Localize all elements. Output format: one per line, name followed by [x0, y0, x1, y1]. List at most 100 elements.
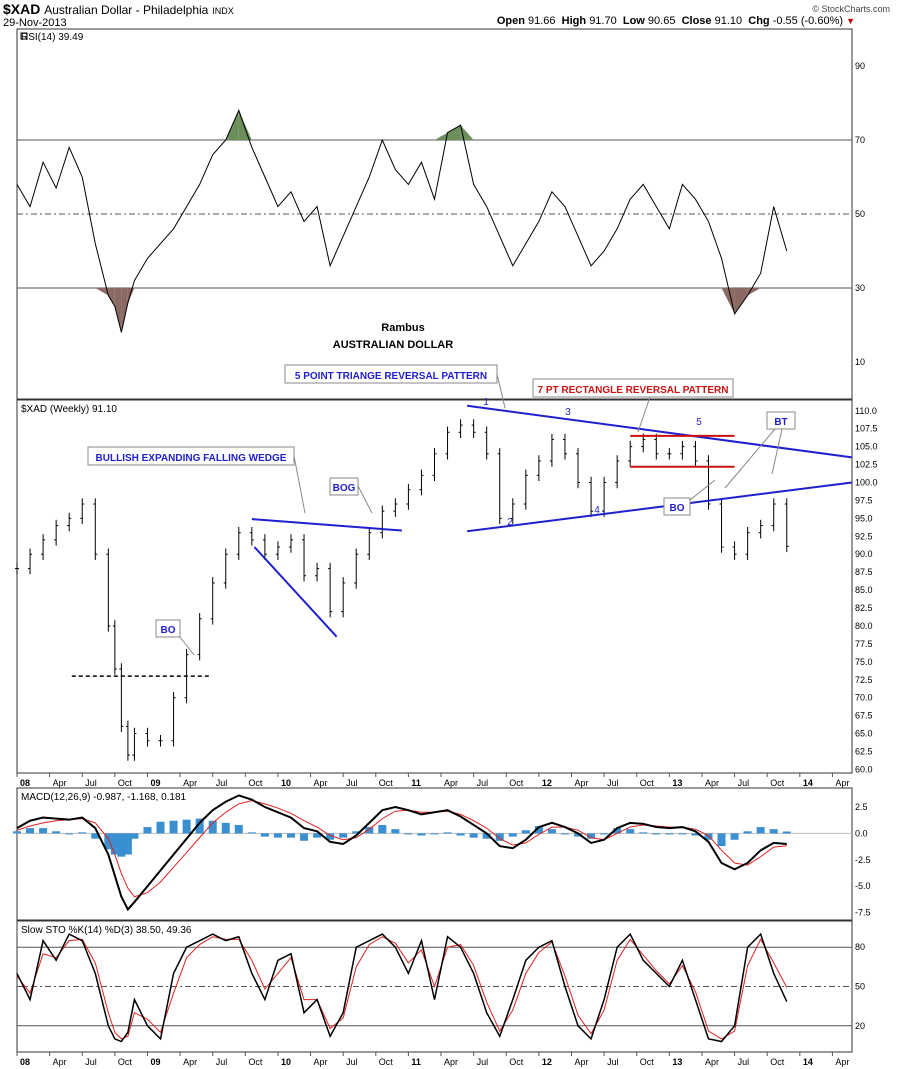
macd-histogram-bar	[456, 833, 465, 836]
macd-histogram-bar	[195, 818, 204, 834]
rectangle-label-box	[532, 378, 734, 398]
open-label: Open	[496, 15, 525, 27]
macd-y-tick-label: -7.5	[855, 908, 871, 918]
x-tick-label-price: 08	[20, 778, 30, 788]
bt-label-pointer-2	[771, 428, 783, 475]
rsi-oversold-fill	[734, 288, 748, 314]
bt-label-pointer-1	[724, 428, 776, 489]
price-y-tick-label: 72.5	[855, 675, 873, 685]
high-label: High	[561, 15, 587, 27]
macd-y-tick-label: -2.5	[855, 855, 871, 865]
x-tick-label-stoch: Apr	[183, 1057, 197, 1067]
panel-frame-price	[16, 399, 853, 774]
x-tick-label-price: 10	[281, 778, 291, 788]
close-value: 91.10	[714, 15, 743, 27]
macd-histogram-bar	[404, 833, 413, 835]
x-tick-label-price: Jul	[216, 778, 228, 788]
macd-histogram-bar	[65, 833, 74, 835]
macd-histogram-bar	[560, 833, 569, 835]
price-y-tick-label: 80.0	[855, 621, 873, 631]
x-tick-label-stoch: Oct	[248, 1057, 263, 1067]
bo-label-2-pointer	[689, 479, 716, 501]
rsi-oversold-fill	[721, 288, 735, 314]
stoch-y-tick-label: 80	[855, 942, 865, 952]
x-tick-label-price: Apr	[705, 778, 719, 788]
x-tick-label-stoch: Jul	[738, 1057, 750, 1067]
bog-label: BOG	[333, 483, 356, 494]
macd-histogram-bar	[391, 829, 400, 834]
price-y-tick-label: 92.5	[855, 531, 873, 541]
macd-histogram-bar	[534, 826, 543, 834]
macd-histogram-bar	[730, 833, 739, 840]
bo-label-1: BO	[161, 625, 176, 636]
x-tick-label-stoch: Jul	[346, 1057, 358, 1067]
symbol-description: Australian Dollar - Philadelphia	[44, 3, 209, 17]
x-tick-label-stoch: Apr	[444, 1057, 458, 1067]
macd-histogram-bar	[352, 831, 361, 834]
x-tick-label-price: Apr	[444, 778, 458, 788]
wedge-bottom-line	[253, 546, 338, 638]
rsi-y-tick-label: 90	[855, 61, 865, 71]
price-y-tick-label: 105.0	[855, 442, 878, 452]
price-y-tick-label: 85.0	[855, 585, 873, 595]
x-tick-label-price: 14	[803, 778, 813, 788]
x-tick-label-stoch: Oct	[770, 1057, 785, 1067]
price-y-tick-label: 82.5	[855, 603, 873, 613]
x-tick-label-price: Apr	[835, 778, 849, 788]
macd-histogram-bar	[482, 833, 491, 839]
high-value: 91.70	[589, 15, 617, 27]
price-y-tick-label: 67.5	[855, 711, 873, 721]
rsi-overbought-fill	[447, 125, 461, 140]
macd-histogram-bar	[39, 828, 48, 834]
macd-y-tick-label: 2.5	[855, 802, 868, 812]
x-tick-label-stoch: Jul	[607, 1057, 619, 1067]
x-tick-label-price: Jul	[738, 778, 750, 788]
x-tick-label-price: Jul	[607, 778, 619, 788]
x-tick-label-stoch: Oct	[379, 1057, 394, 1067]
close-label: Close	[681, 15, 712, 27]
bo-label-2-box	[663, 497, 691, 516]
macd-histogram-bar	[665, 833, 674, 835]
macd-signal-line	[16, 800, 787, 898]
price-y-tick-label: 70.0	[855, 693, 873, 703]
chart-date: 29-Nov-2013	[3, 17, 67, 29]
triangle-point-1: 1	[483, 397, 489, 408]
rsi-legend-swatch	[20, 32, 28, 40]
chart-title: $XAD Australian Dollar - Philadelphia IN…	[3, 1, 234, 17]
x-tick-label-stoch: Jul	[216, 1057, 228, 1067]
macd-histogram-bar	[26, 828, 35, 834]
x-tick-label-stoch: Oct	[118, 1057, 133, 1067]
chg-label: Chg	[748, 15, 770, 27]
rsi-legend: RSI(14) 39.49	[21, 32, 84, 43]
macd-y-tick-label: 0.0	[855, 828, 868, 838]
x-tick-label-stoch: Apr	[835, 1057, 849, 1067]
x-tick-label-price: Oct	[379, 778, 394, 788]
rsi-y-tick-label: 10	[855, 357, 865, 367]
macd-histogram-bar	[652, 833, 661, 835]
x-tick-label-price: 12	[542, 778, 552, 788]
rsi-oversold-fill	[121, 288, 128, 333]
price-y-tick-label: 90.0	[855, 549, 873, 559]
triangle-point-3: 3	[565, 407, 571, 418]
x-tick-label-stoch: Oct	[640, 1057, 655, 1067]
price-legend: $XAD (Weekly) 91.10	[21, 404, 117, 415]
bt-label: BT	[774, 417, 787, 428]
stoch-y-tick-label: 50	[855, 982, 865, 992]
macd-histogram-bar	[547, 829, 556, 834]
x-tick-label-stoch: Apr	[705, 1057, 719, 1067]
price-y-tick-label: 65.0	[855, 729, 873, 739]
x-tick-label-stoch: 10	[281, 1057, 291, 1067]
price-y-tick-label: 95.0	[855, 513, 873, 523]
price-y-tick-label: 110.0	[855, 406, 877, 416]
x-tick-label-price: 13	[672, 778, 682, 788]
x-tick-label-price: Oct	[509, 778, 524, 788]
macd-histogram-bar	[756, 827, 765, 834]
x-tick-label-price: Jul	[477, 778, 489, 788]
macd-histogram-bar	[326, 833, 335, 840]
wedge-label-pointer	[293, 455, 306, 514]
x-tick-label-price: Apr	[574, 778, 588, 788]
x-tick-label-price: Oct	[118, 778, 133, 788]
bt-label-box	[766, 411, 796, 430]
triangle-point-2: 2	[507, 517, 513, 528]
